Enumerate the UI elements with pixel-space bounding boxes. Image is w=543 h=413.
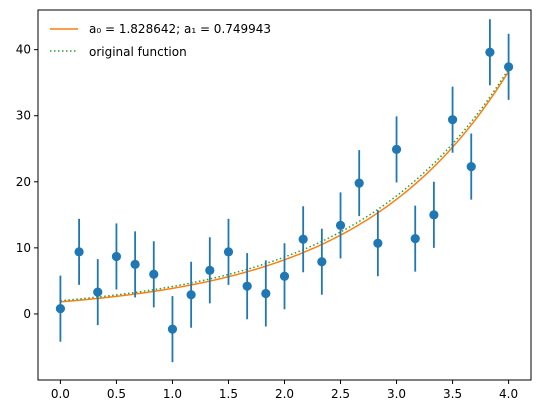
x-tick-label: 2.5 [331, 387, 350, 401]
x-tick-label: 3.0 [387, 387, 406, 401]
x-tick-label: 1.5 [219, 387, 238, 401]
y-axis-ticks: 0 10 20 30 40 [16, 43, 38, 321]
data-point [373, 238, 383, 248]
data-point [261, 288, 271, 299]
data-point [130, 259, 140, 269]
x-axis-ticks: 0.0 0.5 1.0 1.5 2.0 2.5 3.0 3.5 4.0 [51, 380, 518, 401]
data-point [205, 265, 215, 275]
data-point [335, 220, 346, 230]
legend: a₀ = 1.828642; a₁ = 0.749943 original fu… [44, 16, 284, 66]
legend-box [44, 16, 284, 66]
data-point [354, 178, 364, 188]
data-point [149, 269, 159, 279]
data-point [503, 62, 514, 72]
data-point [279, 271, 290, 281]
data-point [55, 304, 66, 314]
x-tick-label: 4.0 [499, 387, 518, 401]
data-point [485, 47, 495, 57]
y-tick-label: 20 [16, 175, 31, 189]
y-tick-label: 0 [23, 307, 31, 321]
data-point [93, 287, 103, 297]
data-point [410, 234, 420, 244]
x-tick-label: 2.0 [275, 387, 294, 401]
data-point [317, 257, 327, 267]
data-point [223, 247, 234, 257]
data-points [55, 47, 514, 334]
data-point [298, 234, 308, 244]
data-point [74, 247, 84, 257]
legend-fit-label: a₀ = 1.828642; a₁ = 0.749943 [89, 22, 271, 36]
data-point [429, 210, 439, 220]
data-point [242, 281, 252, 291]
data-point [167, 324, 178, 334]
x-tick-label: 1.0 [163, 387, 182, 401]
legend-original-label: original function [89, 45, 187, 59]
data-point [111, 251, 122, 262]
data-point [447, 115, 458, 125]
x-tick-label: 0.5 [107, 387, 126, 401]
y-tick-label: 10 [16, 241, 31, 255]
data-point [186, 290, 196, 300]
data-point [391, 144, 402, 155]
error-bars [59, 19, 510, 363]
x-tick-label: 0.0 [51, 387, 70, 401]
y-tick-label: 40 [16, 43, 31, 57]
y-tick-label: 30 [16, 109, 31, 123]
data-point [466, 161, 476, 172]
x-tick-label: 3.5 [443, 387, 462, 401]
